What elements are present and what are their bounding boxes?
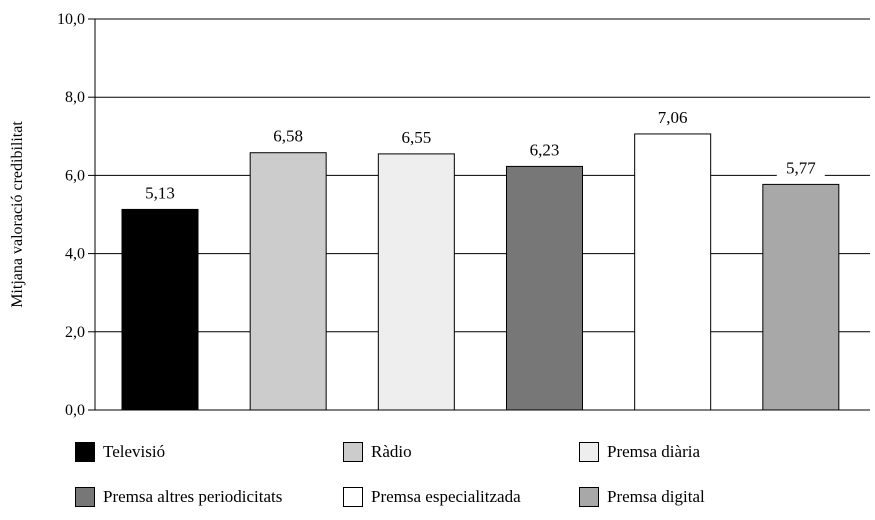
data-label: 7,06 bbox=[658, 108, 688, 127]
bar-2 bbox=[249, 152, 327, 411]
data-label-bg bbox=[136, 182, 184, 203]
y-tick-label: 2,0 bbox=[65, 324, 85, 341]
y-tick-label: 0,0 bbox=[65, 402, 85, 419]
y-tick-label: 4,0 bbox=[65, 246, 85, 263]
y-tick-label: 8,0 bbox=[65, 89, 85, 106]
data-label-bg bbox=[648, 106, 697, 127]
data-label-bg bbox=[776, 157, 825, 178]
data-label: 6,23 bbox=[530, 140, 560, 159]
data-label: 5,13 bbox=[145, 183, 175, 202]
bar-4 bbox=[506, 165, 583, 411]
y-tick-label: 10,0 bbox=[57, 11, 85, 28]
data-label-bg bbox=[264, 125, 313, 146]
data-label-bg bbox=[520, 139, 569, 160]
bar-5 bbox=[634, 133, 712, 411]
data-label: 5,77 bbox=[786, 158, 816, 177]
bar-6 bbox=[762, 183, 840, 411]
y-tick-label: 6,0 bbox=[65, 167, 85, 184]
y-axis-title: Mitjana valoració credibilitat bbox=[9, 121, 26, 308]
bar-1 bbox=[121, 208, 199, 411]
data-label: 6,55 bbox=[401, 128, 431, 147]
data-label: 6,58 bbox=[273, 127, 303, 146]
bar-3 bbox=[377, 153, 455, 411]
data-label-bg bbox=[392, 126, 441, 147]
